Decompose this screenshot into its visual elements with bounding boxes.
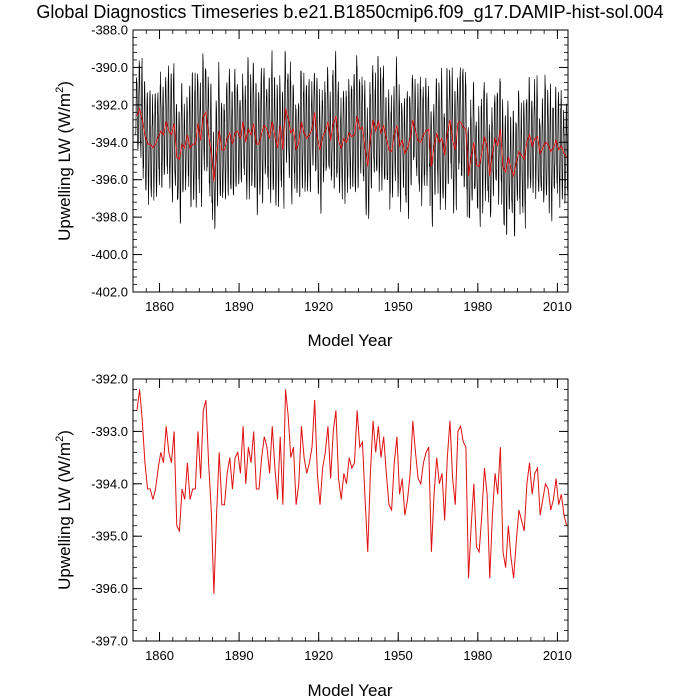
bottom-panel-x-tick-label: 1980 <box>463 648 492 663</box>
top-panel-series <box>135 50 569 237</box>
top-panel-x-tick-label: 1920 <box>304 299 333 314</box>
bottom-panel-y-tick-label: -397.0 <box>91 634 128 649</box>
top-panel-annual-series-line <box>136 106 568 182</box>
chart-title: Global Diagnostics Timeseries b.e21.B185… <box>36 2 664 22</box>
bottom-panel-y-axis-label: Upwelling LW (W/m2) <box>54 430 74 590</box>
top-panel-y-axis-label-end: ) <box>55 81 74 87</box>
top-panel-frame <box>132 29 569 293</box>
top-panel-x-tick-label: 1980 <box>463 299 492 314</box>
top-panel-x-tick-label: 1860 <box>145 299 174 314</box>
top-panel-y-axis-label-superscript: 2 <box>54 87 66 93</box>
bottom-panel-y-tick-label: -392.0 <box>91 372 128 387</box>
bottom-panel-x-axis-label: Model Year <box>307 681 392 700</box>
bottom-panel: 1860 1890 1920 1950 1980 2010 -397.0 -396.0 -395… <box>54 372 572 700</box>
top-panel-y-axis-label: Upwelling LW (W/m2) <box>54 81 74 241</box>
top-panel: 1860 1890 1920 1950 1980 2010 -402.0 -400.0 -398… <box>54 23 572 351</box>
top-panel-y-tick-label: -402.0 <box>91 285 128 300</box>
bottom-panel-x-tick-label: 1860 <box>145 648 174 663</box>
bottom-panel-x-tick-label: 1920 <box>304 648 333 663</box>
bottom-panel-y-axis-label-superscript: 2 <box>54 436 66 442</box>
top-panel-y-tick-label: -398.0 <box>91 210 128 225</box>
top-panel-y-tick-label: -388.0 <box>91 23 128 38</box>
bottom-panel-x-tick-label: 1890 <box>225 648 254 663</box>
bottom-panel-x-tick-label: 2010 <box>543 648 572 663</box>
bottom-panel-series <box>136 389 568 594</box>
bottom-panel-ticks: 1860 1890 1920 1950 1980 2010 -397.0 -396.0 -395… <box>91 372 572 664</box>
top-panel-y-tick-label: -390.0 <box>91 60 128 75</box>
bottom-panel-y-tick-label: -394.0 <box>91 476 128 491</box>
bottom-panel-x-tick-label: 1950 <box>384 648 413 663</box>
top-panel-y-tick-label: -392.0 <box>91 97 128 112</box>
top-panel-x-tick-label: 1950 <box>384 299 413 314</box>
bottom-panel-y-axis-label-end: ) <box>55 430 74 436</box>
bottom-panel-y-axis-label-main: Upwelling LW (W/m <box>55 442 74 590</box>
bottom-panel-y-tick-label: -395.0 <box>91 529 128 544</box>
top-panel-x-tick-label: 1890 <box>225 299 254 314</box>
top-panel-monthly-series-line <box>135 50 569 237</box>
bottom-panel-y-tick-label: -396.0 <box>91 581 128 596</box>
bottom-panel-y-tick-label: -393.0 <box>91 424 128 439</box>
top-panel-y-axis-label-main: Upwelling LW (W/m <box>55 93 74 241</box>
bottom-panel-frame <box>132 378 569 642</box>
top-panel-y-tick-label: -400.0 <box>91 247 128 262</box>
top-panel-x-tick-label: 2010 <box>543 299 572 314</box>
bottom-panel-annual-series-line <box>136 389 568 594</box>
top-panel-y-tick-label: -396.0 <box>91 172 128 187</box>
top-panel-ticks: 1860 1890 1920 1950 1980 2010 -402.0 -400.0 -398… <box>91 23 572 315</box>
top-panel-x-axis-label: Model Year <box>307 331 392 350</box>
top-panel-y-tick-label: -394.0 <box>91 135 128 150</box>
